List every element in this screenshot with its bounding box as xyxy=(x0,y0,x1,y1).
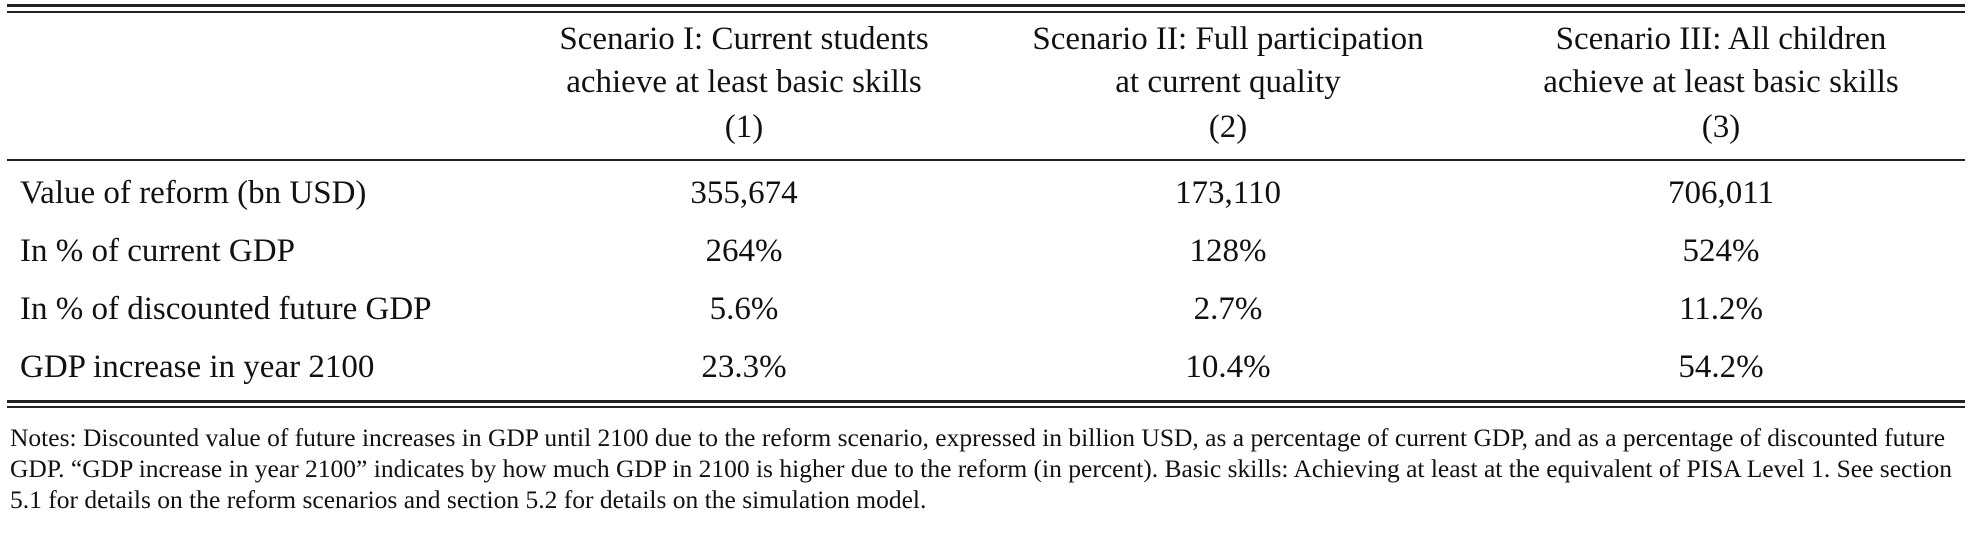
column-header-scenario-2: Scenario II: Full participation at curre… xyxy=(993,18,1463,149)
table-cell: 706,011 xyxy=(1667,175,1775,211)
row-label: Value of reform (bn USD) xyxy=(20,175,367,211)
column-title-line1: Scenario I: Current students xyxy=(559,21,929,57)
table-cell: 128% xyxy=(1189,233,1267,269)
row-label: GDP increase in year 2100 xyxy=(20,349,375,385)
table-row: Value of reform (bn USD) 355,674 173,110… xyxy=(0,163,1972,223)
bottom-rule-inner xyxy=(7,406,1965,408)
table-cell: 355,674 xyxy=(690,175,798,211)
column-header-scenario-1: Scenario I: Current students achieve at … xyxy=(509,18,979,149)
row-label: In % of current GDP xyxy=(20,233,295,269)
table-cell: 5.6% xyxy=(709,291,779,327)
column-number: (1) xyxy=(724,109,764,145)
row-label: In % of discounted future GDP xyxy=(20,291,432,327)
table-cell: 23.3% xyxy=(701,349,787,385)
table-cell: 11.2% xyxy=(1678,291,1763,327)
bottom-rule xyxy=(7,400,1965,403)
table-cell: 173,110 xyxy=(1174,175,1282,211)
header-rule xyxy=(7,159,1965,161)
column-number: (2) xyxy=(1208,109,1248,145)
top-rule-inner xyxy=(7,11,1965,13)
table-row: GDP increase in year 2100 23.3% 10.4% 54… xyxy=(0,337,1972,397)
table-row: In % of discounted future GDP 5.6% 2.7% … xyxy=(0,279,1972,339)
column-number: (3) xyxy=(1701,109,1741,145)
table-row: In % of current GDP 264% 128% 524% xyxy=(0,221,1972,281)
column-title-line2: achieve at least basic skills xyxy=(566,64,922,100)
table-cell: 524% xyxy=(1682,233,1760,269)
column-header-scenario-3: Scenario III: All children achieve at le… xyxy=(1486,18,1956,149)
top-rule xyxy=(7,4,1965,7)
table-cell: 10.4% xyxy=(1185,349,1271,385)
table-notes: Notes: Discounted value of future increa… xyxy=(10,423,1953,514)
table-cell: 264% xyxy=(705,233,783,269)
table-cell: 2.7% xyxy=(1193,291,1263,327)
column-title-line2: at current quality xyxy=(1115,64,1341,100)
table-cell: 54.2% xyxy=(1678,349,1764,385)
column-title-line2: achieve at least basic skills xyxy=(1543,64,1899,100)
column-title-line1: Scenario II: Full participation xyxy=(1032,21,1424,57)
column-title-line1: Scenario III: All children xyxy=(1555,21,1887,57)
